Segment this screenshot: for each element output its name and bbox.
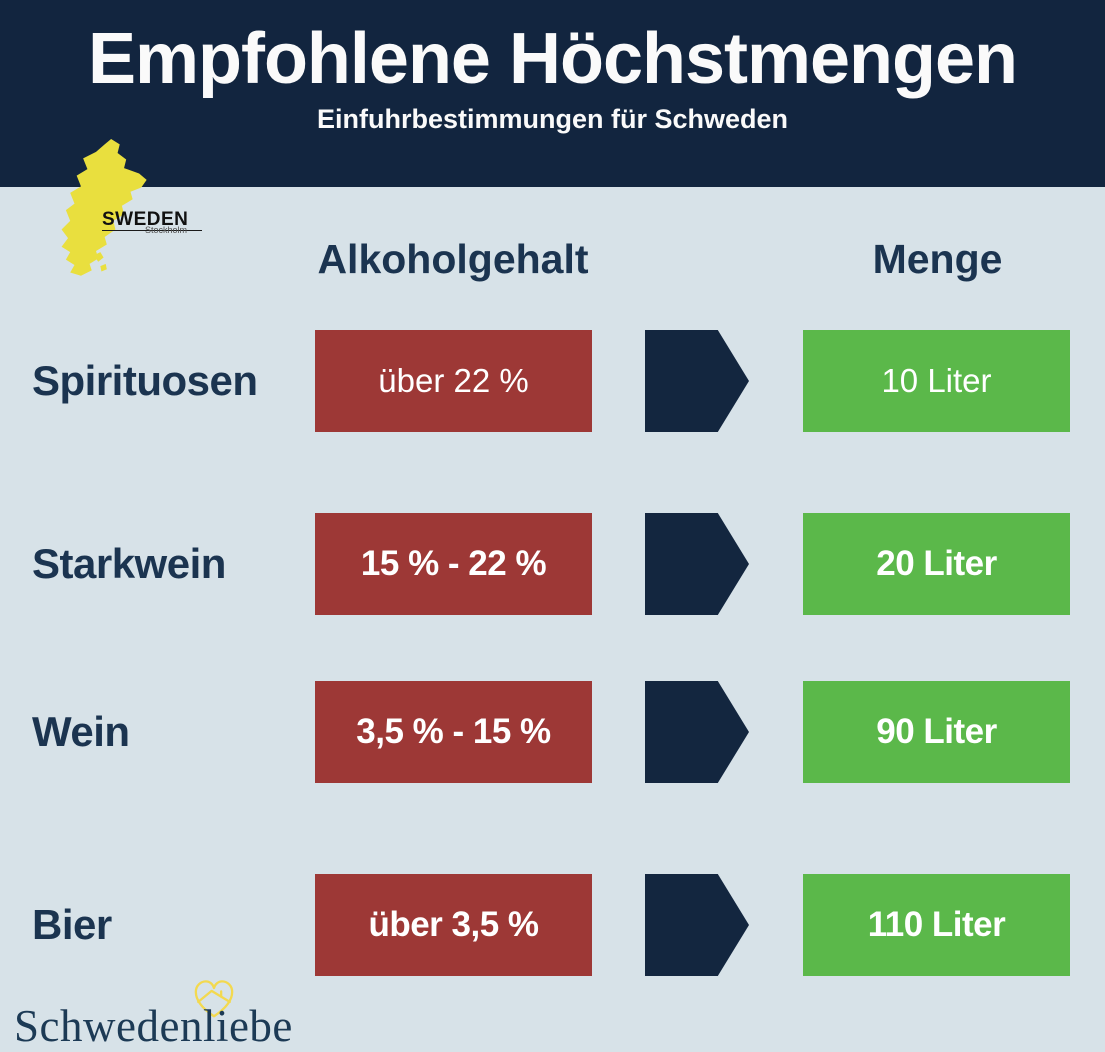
- page-subtitle: Einfuhrbestimmungen für Schweden: [316, 103, 789, 134]
- alcohol-range-box: 3,5 % - 15 %: [315, 681, 592, 783]
- alcohol-range-box: 15 % - 22 %: [315, 513, 592, 615]
- amount-value: 90 Liter: [876, 712, 997, 751]
- alcohol-range-box: über 3,5 %: [315, 874, 592, 976]
- alcohol-range-value: 15 % - 22 %: [360, 544, 547, 583]
- amount-box: 90 Liter: [803, 681, 1070, 783]
- row-category-label: Wein: [32, 708, 130, 755]
- alcohol-range-box: über 22 %: [315, 330, 592, 432]
- table-row: Bier über 3,5 % 110 Liter: [0, 874, 1105, 976]
- sweden-map-icon: [61, 139, 147, 276]
- row-category-label: Bier: [32, 901, 112, 948]
- table-row: Spirituosen über 22 % 10 Liter: [0, 330, 1105, 432]
- column-header-alcohol: Alkoholgehalt: [317, 235, 589, 282]
- amount-box: 10 Liter: [803, 330, 1070, 432]
- row-category-label: Starkwein: [32, 540, 226, 587]
- map-country-label: SWEDEN: [102, 210, 203, 231]
- amount-box: 110 Liter: [803, 874, 1070, 976]
- arrow-right-icon: [645, 330, 749, 432]
- amount-box: 20 Liter: [803, 513, 1070, 615]
- alcohol-range-value: 3,5 % - 15 %: [356, 712, 551, 751]
- header-banner: Empfohlene Höchstmengen Einfuhrbestimmun…: [0, 0, 1105, 187]
- table-row: Wein 3,5 % - 15 % 90 Liter: [0, 681, 1105, 783]
- table-row: Starkwein 15 % - 22 % 20 Liter: [0, 513, 1105, 615]
- amount-value: 20 Liter: [876, 544, 997, 583]
- arrow-right-icon: [645, 681, 749, 783]
- column-header-amount: Menge: [872, 235, 1003, 282]
- map-city-label: Stockholm: [145, 225, 188, 235]
- brand-name: Schwedenliebe: [14, 1001, 293, 1051]
- alcohol-range-value: über 22 %: [378, 362, 529, 399]
- row-category-label: Spirituosen: [32, 357, 258, 404]
- arrow-right-icon: [645, 874, 749, 976]
- page-title: Empfohlene Höchstmengen: [87, 19, 1018, 99]
- amount-value: 110 Liter: [867, 905, 1006, 944]
- alcohol-range-value: über 3,5 %: [368, 905, 539, 944]
- amount-value: 10 Liter: [881, 362, 992, 399]
- sweden-map: SWEDEN Stockholm: [55, 139, 203, 289]
- arrow-right-icon: [645, 513, 749, 615]
- heart-cabin-icon: [194, 980, 234, 1018]
